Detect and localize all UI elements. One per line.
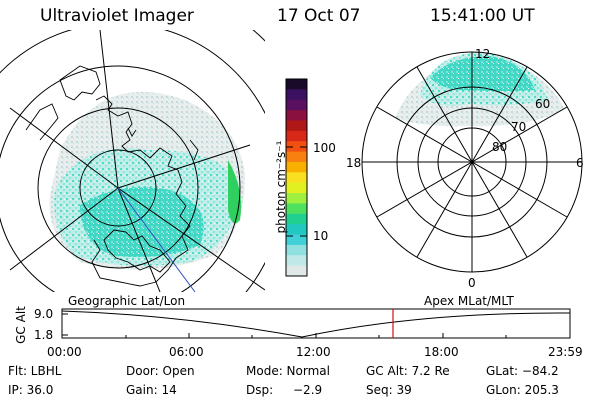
colorbar-segment xyxy=(286,161,307,173)
date-label: 17 Oct 07 xyxy=(277,6,361,26)
colorbar-segment xyxy=(286,79,307,90)
geographic-map xyxy=(0,30,265,292)
colorbar-segment xyxy=(286,172,307,184)
time-label: 15:41:00 UT xyxy=(430,6,535,26)
colorbar-segment xyxy=(286,130,307,142)
colorbar-segment xyxy=(286,89,307,101)
colorbar-segment xyxy=(286,120,307,132)
altitude-xtick-2: 12:00 xyxy=(296,345,331,359)
colorbar xyxy=(286,79,307,277)
altitude-ytick-high: 9.0 xyxy=(34,307,54,321)
info-seq: Seq: 39 xyxy=(366,383,412,397)
mlt-label-6: 6 xyxy=(576,156,584,170)
mlat-label-70: 70 xyxy=(511,120,527,134)
colorbar-segment xyxy=(286,234,307,246)
info-ip: IP: 36.0 xyxy=(8,383,54,397)
geographic-label: Geographic Lat/Lon xyxy=(68,294,186,308)
colorbar-unit-label: photon cm⁻²s⁻¹ xyxy=(274,140,288,234)
info-dsp-value: −2.9 xyxy=(293,383,323,397)
info-filter: Flt: LBHL xyxy=(8,364,62,378)
altitude-ytick-low: 1.8 xyxy=(34,328,54,342)
altitude-xtick-3: 18:00 xyxy=(424,345,459,359)
colorbar-segment xyxy=(286,182,307,194)
colorbar-segment xyxy=(286,151,307,163)
colorbar-segment xyxy=(286,265,307,277)
mlat-label-80: 80 xyxy=(492,140,508,154)
mlt-label-0: 0 xyxy=(468,276,476,290)
altitude-ylabel: GC Alt xyxy=(14,306,28,344)
mlt-label-12: 12 xyxy=(475,47,491,61)
colorbar-segment xyxy=(286,244,307,256)
colorbar-segment xyxy=(286,193,307,204)
instrument-title: Ultraviolet Imager xyxy=(40,6,194,26)
altitude-xtick-0: 00:00 xyxy=(47,345,82,359)
altitude-xtick-4: 23:59 xyxy=(548,345,583,359)
colorbar-segment xyxy=(286,203,307,215)
info-glat: GLat: −84.2 xyxy=(486,364,559,378)
altitude-plot xyxy=(61,308,571,339)
colorbar-segment xyxy=(286,224,307,236)
colorbar-frame xyxy=(285,78,308,277)
colorbar-segment xyxy=(286,110,307,121)
apex-label: Apex MLat/MLT xyxy=(424,294,514,308)
colorbar-tick-100: 100 xyxy=(313,141,336,155)
info-door: Door: Open xyxy=(126,364,195,378)
info-glon: GLon: 205.3 xyxy=(486,383,559,397)
info-dsp-label: Dsp: xyxy=(246,383,274,397)
altitude-xtick-1: 06:00 xyxy=(169,345,204,359)
colorbar-tick-10: 10 xyxy=(313,229,329,243)
colorbar-segment xyxy=(286,255,307,267)
colorbar-segment xyxy=(286,141,307,153)
colorbar-segment xyxy=(286,213,307,225)
info-gain: Gain: 14 xyxy=(126,383,177,397)
mlat-label-60: 60 xyxy=(535,97,551,111)
mlt-label-18: 18 xyxy=(346,156,362,170)
mlat-mlt-map xyxy=(361,51,583,273)
colorbar-segment xyxy=(286,99,307,111)
info-gc-alt: GC Alt: 7.2 Re xyxy=(366,364,450,378)
info-mode: Mode: Normal xyxy=(246,364,330,378)
